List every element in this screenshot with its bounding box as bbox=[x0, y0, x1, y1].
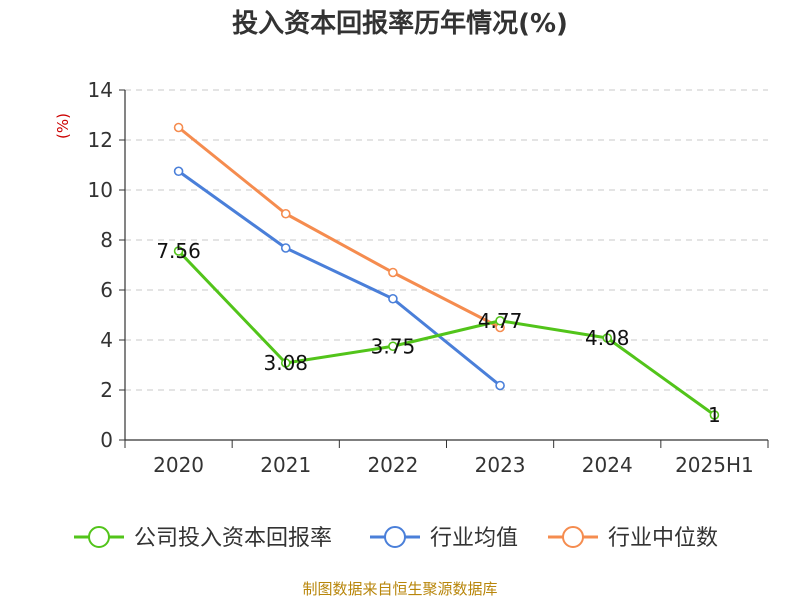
data-label: 3.75 bbox=[371, 334, 416, 358]
data-label: 3.08 bbox=[263, 351, 308, 375]
y-tick-labels: 0 2 4 6 8 10 12 14 bbox=[88, 78, 113, 452]
legend-item: 行业中位数 bbox=[548, 526, 718, 551]
data-point bbox=[173, 166, 184, 177]
data-point bbox=[280, 358, 291, 368]
y-axis-label: (%) bbox=[54, 113, 72, 139]
data-point bbox=[602, 333, 613, 343]
y-tick-label: 0 bbox=[100, 428, 113, 452]
legend-item: 公司投入资本回报率 bbox=[74, 526, 332, 551]
data-label: 7.56 bbox=[156, 239, 201, 263]
y-tick-label: 12 bbox=[88, 128, 113, 152]
series-line bbox=[177, 170, 502, 387]
series-0 bbox=[173, 246, 720, 420]
data-point bbox=[388, 293, 398, 304]
data-point bbox=[173, 246, 184, 256]
series-line bbox=[177, 249, 716, 417]
y-tick-label: 4 bbox=[100, 328, 113, 352]
y-tick-label: 6 bbox=[100, 278, 113, 302]
series-line bbox=[177, 126, 501, 329]
legend: 公司投入资本回报率 行业均值 行业中位数 bbox=[74, 526, 718, 551]
series-1 bbox=[173, 166, 505, 391]
legend-label: 公司投入资本回报率 bbox=[134, 526, 332, 551]
legend-swatch-marker bbox=[384, 526, 406, 548]
data-point bbox=[495, 380, 505, 391]
data-point bbox=[173, 122, 184, 133]
legend-swatch-marker bbox=[562, 526, 584, 548]
y-tick-label: 10 bbox=[88, 178, 113, 202]
axes bbox=[119, 89, 769, 448]
data-label: 4.08 bbox=[585, 326, 630, 350]
data-label: 1 bbox=[708, 403, 721, 427]
chart-title: 投入资本回报率历年情况(%) bbox=[232, 8, 568, 39]
data-label: 4.77 bbox=[478, 309, 523, 333]
series-2 bbox=[173, 122, 505, 333]
x-tick-labels: 2020 2021 2022 2023 2024 2025H1 bbox=[153, 453, 754, 477]
data-point bbox=[388, 267, 398, 278]
x-tick-label: 2023 bbox=[475, 453, 526, 477]
y-tick-label: 2 bbox=[100, 378, 113, 402]
data-point bbox=[495, 315, 505, 326]
x-tick-label: 2022 bbox=[367, 453, 418, 477]
series-lines bbox=[173, 122, 720, 420]
x-tick-label: 2020 bbox=[153, 453, 204, 477]
legend-item: 行业均值 bbox=[370, 526, 518, 551]
data-labels: 7.56 3.08 3.75 4.77 4.08 1 bbox=[156, 239, 720, 427]
y-tick-label: 14 bbox=[88, 78, 113, 102]
legend-label: 行业中位数 bbox=[608, 526, 718, 551]
data-point bbox=[709, 410, 720, 420]
x-tick-label: 2021 bbox=[260, 453, 311, 477]
gridlines bbox=[125, 89, 768, 391]
data-point bbox=[280, 243, 291, 253]
source-note: 制图数据来自恒生聚源数据库 bbox=[302, 580, 497, 598]
x-tick-label: 2024 bbox=[582, 453, 633, 477]
legend-swatch-marker bbox=[88, 526, 110, 548]
data-point bbox=[280, 208, 291, 219]
x-tick-label: 2025H1 bbox=[675, 453, 754, 477]
y-tick-label: 8 bbox=[100, 228, 113, 252]
data-point bbox=[388, 341, 398, 352]
legend-label: 行业均值 bbox=[430, 526, 518, 551]
